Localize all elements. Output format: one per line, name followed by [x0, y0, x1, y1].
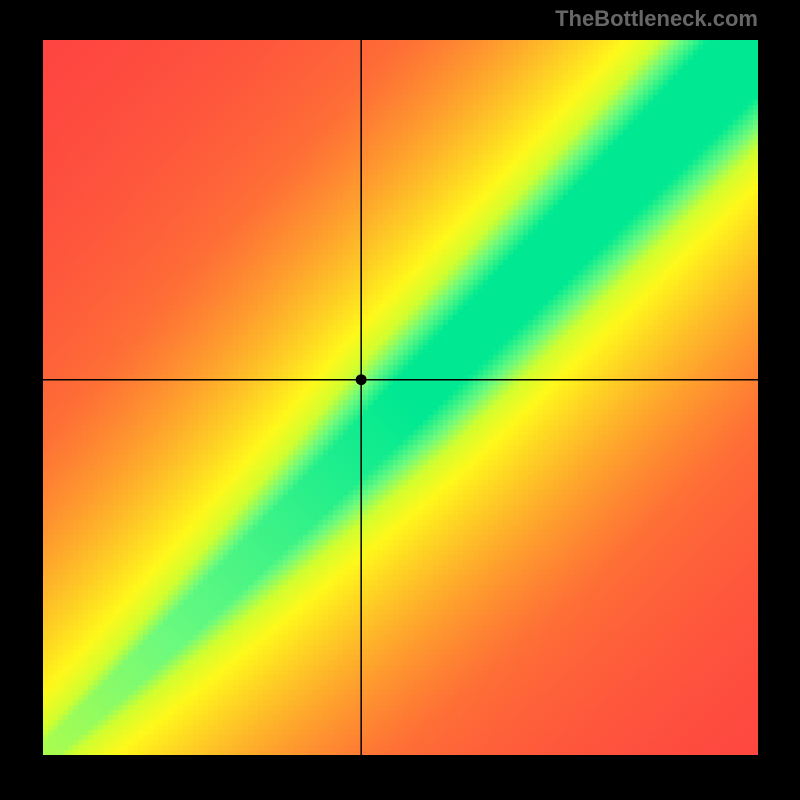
heatmap-canvas: [0, 0, 800, 800]
watermark-text: TheBottleneck.com: [555, 6, 758, 32]
chart-container: TheBottleneck.com: [0, 0, 800, 800]
